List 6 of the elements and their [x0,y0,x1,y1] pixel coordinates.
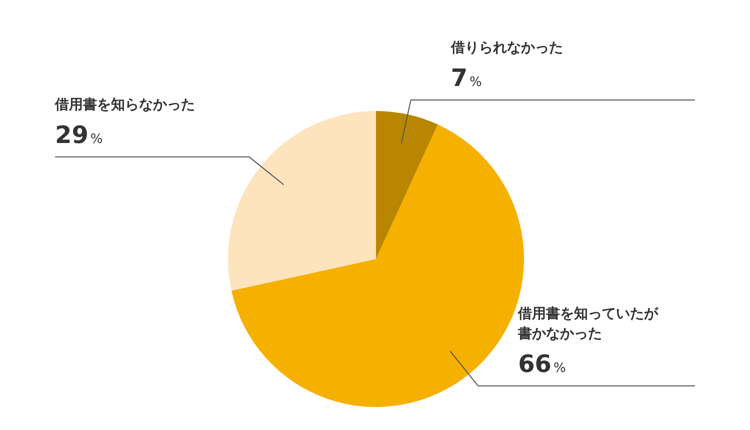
data-label: 7% [450,64,482,92]
slice-label: 借用書を知っていたが書かなかった [517,306,660,342]
slice-label: 借用書を知らなかった [54,96,195,113]
data-label: 29% [55,120,103,149]
slice-label: 借りられなかった [450,40,563,56]
data-label: 66% [518,350,566,378]
